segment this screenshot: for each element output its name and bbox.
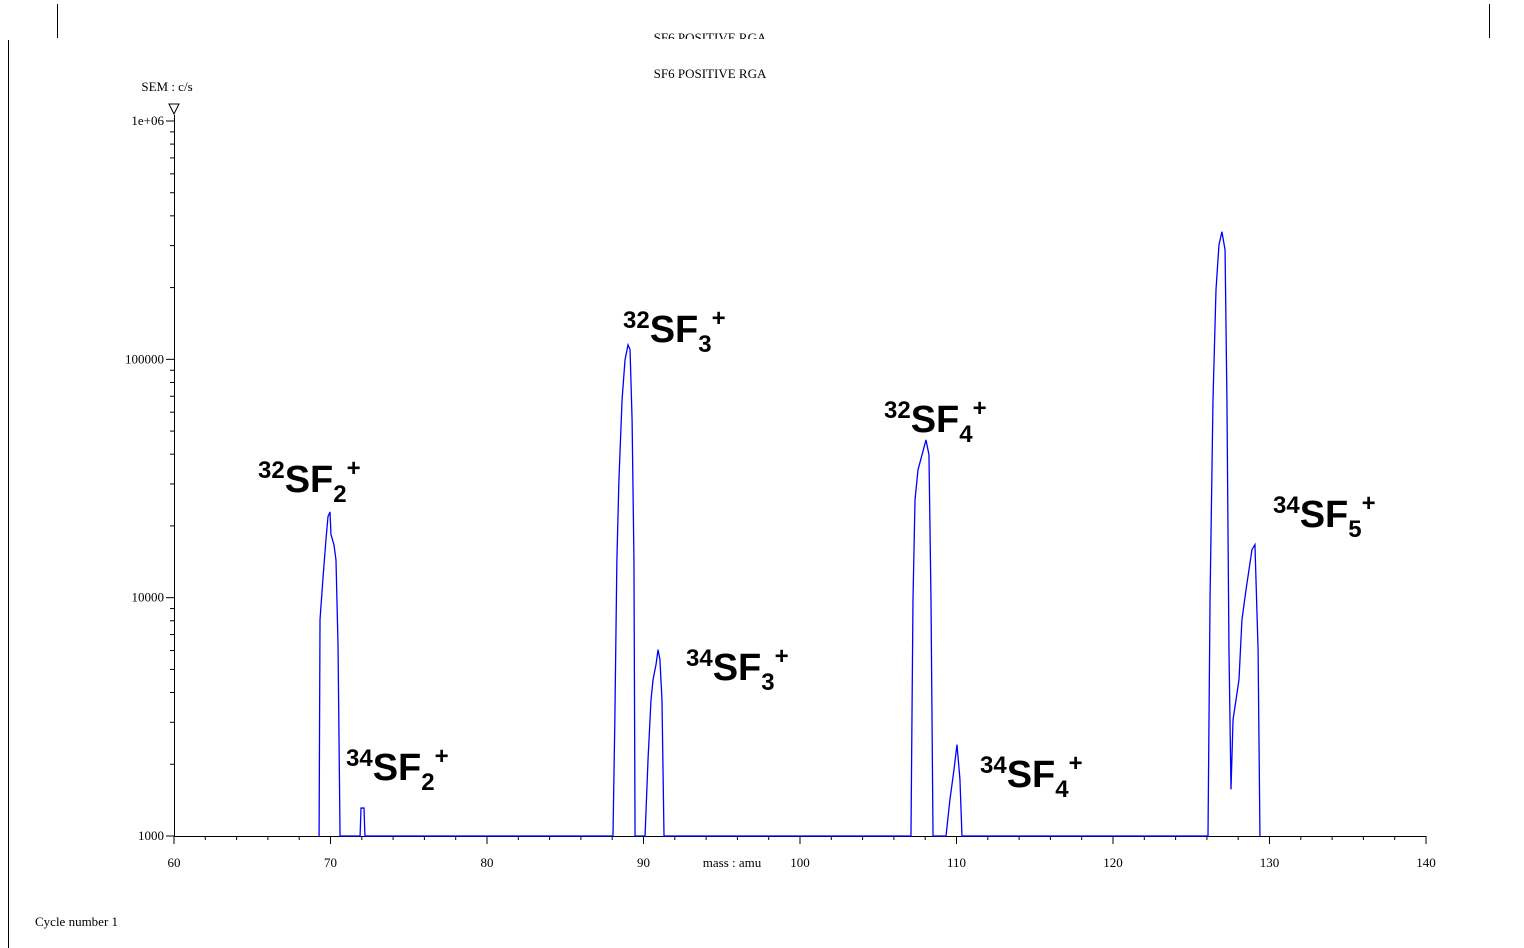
x-axis-label: mass : amu xyxy=(703,855,762,870)
footer: Cycle number 1 xyxy=(35,914,118,929)
isotope: 34 xyxy=(980,752,1007,779)
x-tick-label: 100 xyxy=(790,855,810,870)
chart-title: SF6 POSITIVE RGA xyxy=(654,66,767,81)
y-tick-label: 1e+06 xyxy=(131,113,164,128)
charge: + xyxy=(1069,750,1083,777)
charge: + xyxy=(347,455,361,482)
subscript: 2 xyxy=(333,481,346,508)
isotope: 32 xyxy=(258,457,285,484)
isotope: 34 xyxy=(1273,492,1300,519)
annotation: 32SF4+ xyxy=(884,395,987,448)
annotation: 32SF2+ xyxy=(258,455,361,508)
annotation: 34SF5+ xyxy=(1273,490,1376,543)
annotation: 34SF2+ xyxy=(346,743,449,796)
subscript: 3 xyxy=(761,669,774,696)
window-title: SF6 POSITIVE RGA xyxy=(654,30,767,45)
charge: + xyxy=(435,743,449,770)
y-tick-label: 1000 xyxy=(138,828,164,843)
formula: SF xyxy=(373,747,422,789)
formula: SF xyxy=(1300,494,1349,536)
charge: + xyxy=(973,395,987,422)
formula: SF xyxy=(285,459,334,501)
subscript: 3 xyxy=(698,331,711,358)
y-tick-label: 10000 xyxy=(132,590,165,605)
x-tick-label: 90 xyxy=(637,855,650,870)
formula: SF xyxy=(1007,754,1056,796)
charge: + xyxy=(775,643,789,670)
annotation: 34SF4+ xyxy=(980,750,1083,803)
annotation: 32SF3+ xyxy=(623,305,726,358)
subscript: 2 xyxy=(421,769,434,796)
formula: SF xyxy=(713,647,762,689)
charge: + xyxy=(1362,490,1376,517)
formula: SF xyxy=(911,399,960,441)
x-tick-label: 140 xyxy=(1416,855,1436,870)
y-tick-label: 100000 xyxy=(125,351,164,366)
axis-marker xyxy=(168,103,180,116)
x-tick-label: 60 xyxy=(168,855,181,870)
isotope: 34 xyxy=(686,645,713,672)
subscript: 4 xyxy=(959,421,973,448)
subscript: 5 xyxy=(1348,516,1361,543)
x-tick-label: 70 xyxy=(324,855,337,870)
isotope: 32 xyxy=(623,307,650,334)
isotope: 32 xyxy=(884,397,911,424)
x-tick-label: 110 xyxy=(947,855,966,870)
subscript: 4 xyxy=(1055,776,1069,803)
x-tick-label: 120 xyxy=(1103,855,1123,870)
annotation: 34SF3+ xyxy=(686,643,789,696)
x-tick-label: 80 xyxy=(481,855,494,870)
y-axis-label: SEM : c/s xyxy=(141,79,192,94)
charge: + xyxy=(712,305,726,332)
x-tick-label: 130 xyxy=(1260,855,1280,870)
formula: SF xyxy=(650,309,699,351)
spectrum-line xyxy=(318,231,1261,837)
isotope: 34 xyxy=(346,745,373,772)
